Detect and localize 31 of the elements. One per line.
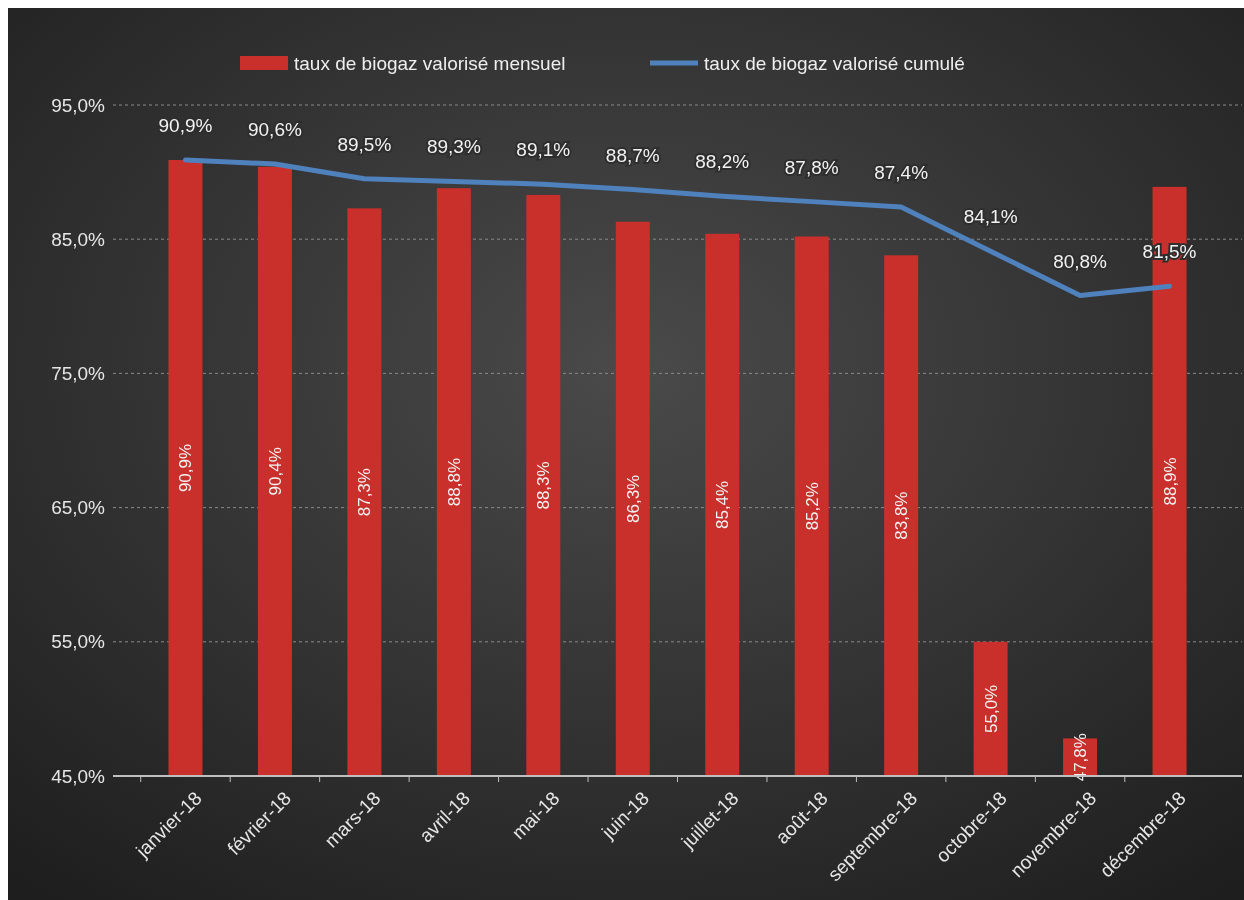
data-label: 90,9% (176, 443, 196, 493)
y-tick-label: 65,0% (51, 497, 106, 519)
data-label: 89,5% (337, 133, 392, 155)
data-label: 84,1% (963, 206, 1018, 228)
data-label: 85,4% (713, 480, 733, 530)
data-label: 85,2% (802, 482, 822, 531)
legend-label: taux de biogaz valorisé mensuel (294, 52, 566, 74)
data-label: 87,4% (874, 161, 929, 183)
y-tick-label: 95,0% (51, 94, 106, 116)
data-label: 83,8% (892, 491, 912, 540)
data-label: 89,3% (426, 136, 481, 158)
data-label: 90,6% (247, 119, 302, 141)
data-label: 86,3% (623, 474, 643, 523)
data-label: 88,8% (444, 458, 464, 507)
data-label: 87,3% (355, 468, 375, 517)
data-label: 87,8% (784, 156, 839, 178)
data-label: 47,8% (1071, 733, 1091, 782)
y-tick-label: 45,0% (51, 765, 106, 787)
data-label: 80,8% (1053, 250, 1108, 272)
data-label: 88,7% (605, 144, 660, 166)
data-label: 88,2% (695, 151, 750, 173)
data-label: 88,3% (534, 461, 554, 510)
y-tick-label: 55,0% (51, 631, 106, 653)
data-label: 55,0% (981, 684, 1001, 733)
data-label: 89,1% (516, 139, 571, 161)
data-label: 90,9% (158, 115, 213, 137)
legend-label: taux de biogaz valorisé cumulé (704, 52, 965, 74)
y-tick-label: 75,0% (51, 363, 106, 385)
data-label: 90,4% (265, 447, 285, 496)
data-label: 88,9% (1160, 457, 1180, 506)
y-tick-label: 85,0% (51, 228, 106, 250)
